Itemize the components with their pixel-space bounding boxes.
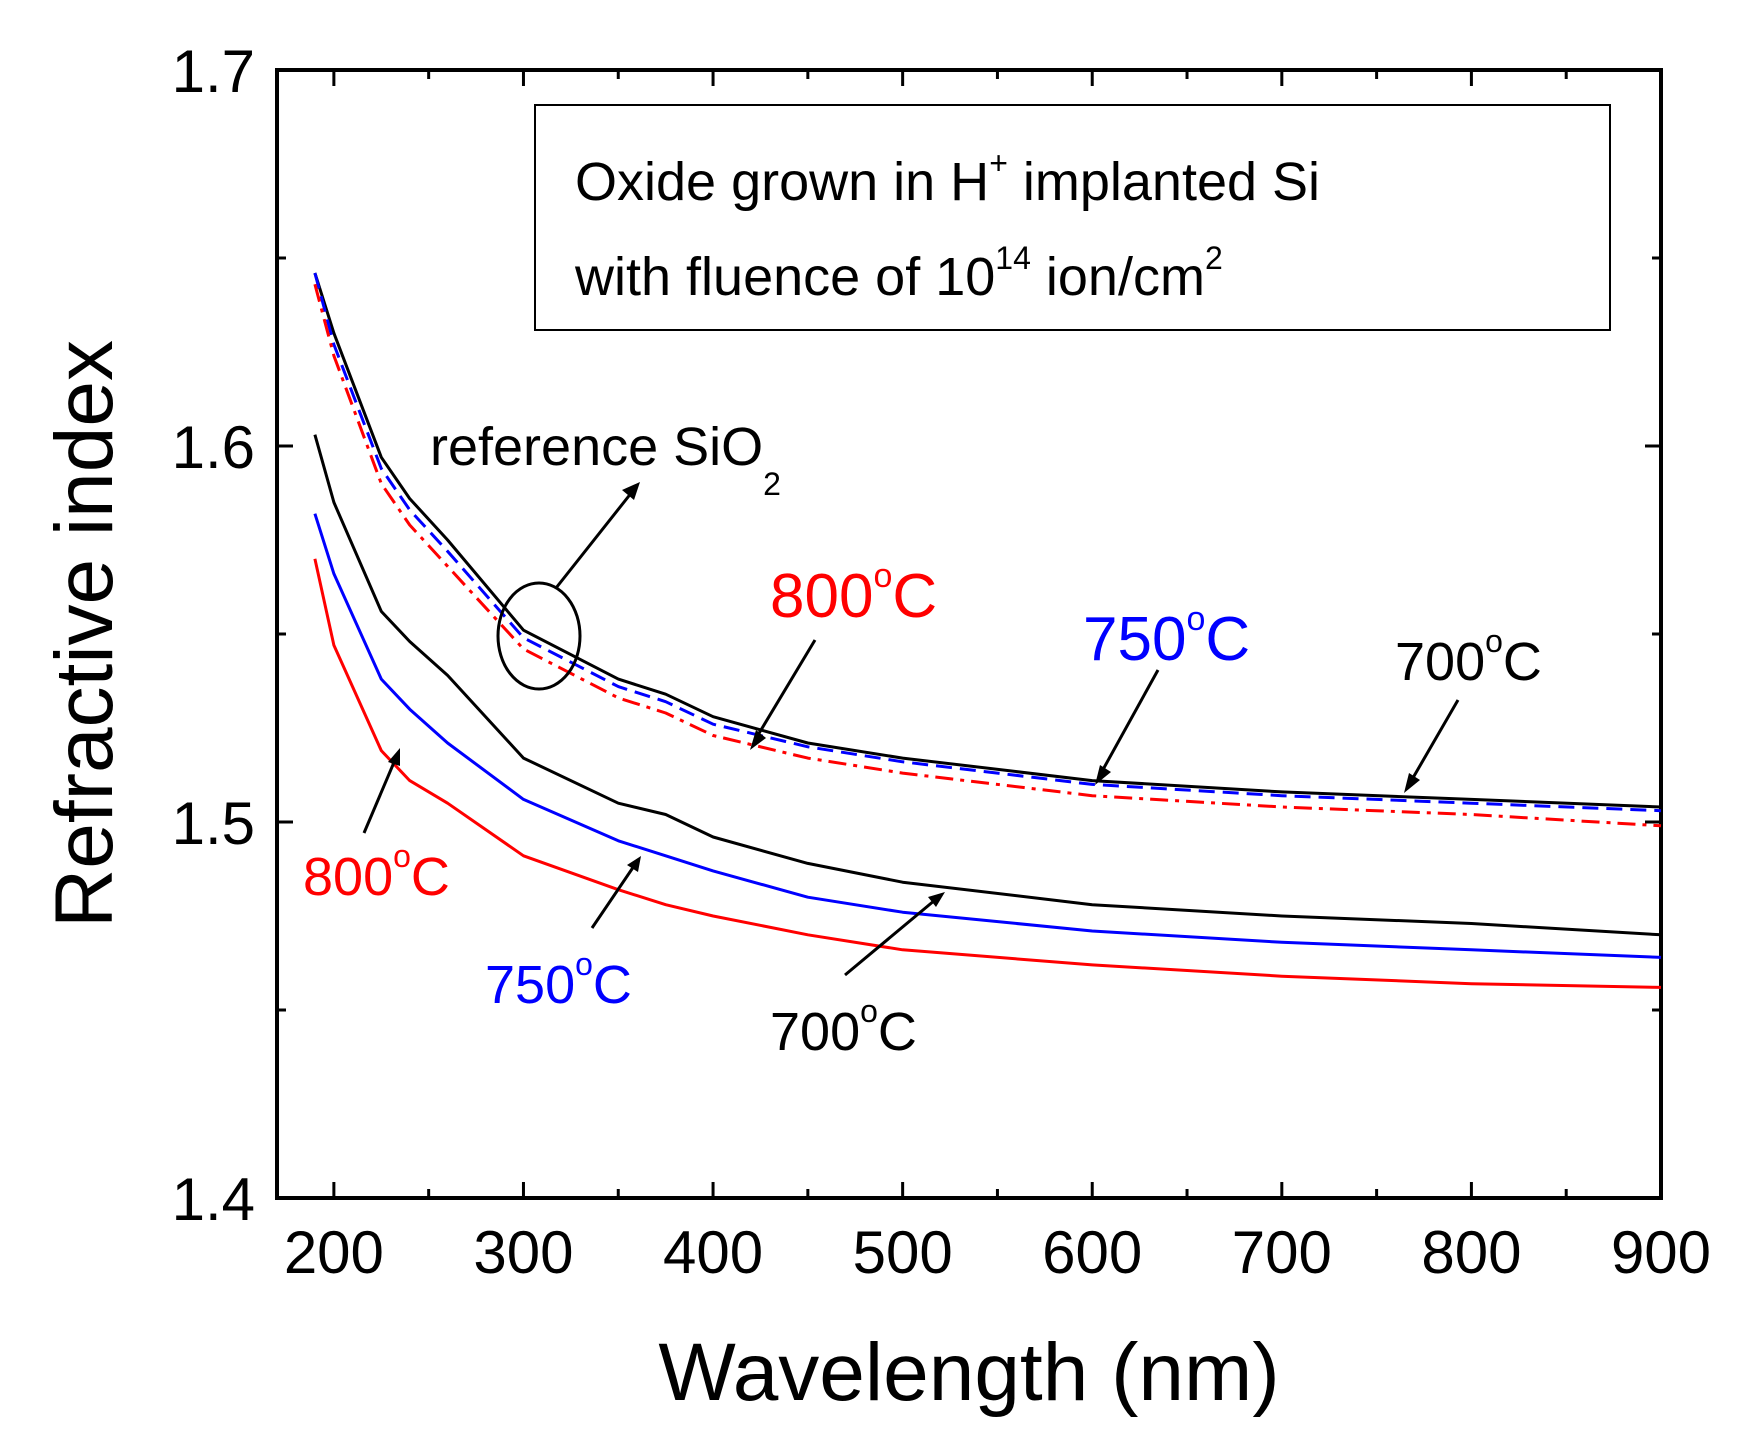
- label-lower-700-num: 700: [770, 1002, 860, 1062]
- arrow-lower-700-head: [928, 892, 945, 907]
- label-upper-800: 800oC: [770, 557, 937, 631]
- axis-ticks: [277, 68, 1663, 1200]
- x-tick-labels: 200 300 400 500 600 700 800 900: [284, 1219, 1711, 1286]
- annotation-arrows: [362, 639, 1460, 977]
- label-upper-800-unit: C: [892, 562, 937, 631]
- label-lower-700-unit: C: [878, 1002, 917, 1062]
- arrow-upper-800: [753, 639, 817, 741]
- x-tick-label: 600: [1042, 1219, 1142, 1286]
- y-tick-label: 1.4: [172, 1166, 255, 1233]
- y-tick-label: 1.6: [172, 414, 255, 481]
- x-tick-label: 400: [663, 1219, 763, 1286]
- label-upper-750-deg: o: [1186, 600, 1205, 638]
- series-lines: [313, 272, 1662, 989]
- label-lower-750: 750oC: [485, 946, 632, 1015]
- x-tick-label: 500: [853, 1219, 953, 1286]
- label-lower-800-num: 800: [303, 847, 393, 907]
- y-tick-labels: 1.4 1.5 1.6 1.7: [172, 38, 255, 1233]
- x-axis-title: Wavelength (nm): [658, 1327, 1279, 1418]
- series-line-750-c-reference: [313, 513, 1662, 959]
- label-lower-800-deg: o: [393, 838, 411, 874]
- label-upper-800-deg: o: [873, 557, 892, 595]
- label-lower-700-deg: o: [860, 993, 878, 1029]
- series-line-700-c-reference: [313, 434, 1662, 937]
- label-upper-700-num: 700: [1395, 632, 1485, 692]
- legend-line-2-sup2: 2: [1205, 240, 1223, 276]
- arrow-lower-800: [362, 759, 397, 834]
- reference-arrow-head: [622, 482, 640, 500]
- label-upper-700: 700oC: [1395, 623, 1542, 692]
- reference-label-sub: 2: [763, 466, 781, 502]
- label-lower-750-deg: o: [575, 946, 593, 982]
- legend-line-2-a: with fluence of 10: [574, 247, 995, 307]
- y-axis-title: Refractive index: [39, 340, 130, 928]
- label-upper-750-num: 750: [1083, 605, 1186, 674]
- label-lower-750-num: 750: [485, 955, 575, 1015]
- legend-box: Oxide grown in H+ implanted Si with flue…: [534, 104, 1611, 331]
- x-tick-label: 300: [473, 1219, 573, 1286]
- legend-line-2-b: ion/cm: [1031, 247, 1205, 307]
- legend-line-2-sup: 14: [995, 240, 1031, 276]
- label-lower-800: 800oC: [303, 838, 450, 907]
- reference-label-main: reference SiO: [430, 417, 763, 477]
- arrow-upper-700-head: [1404, 773, 1420, 793]
- y-tick-label: 1.5: [172, 790, 255, 857]
- arrow-upper-700: [1408, 699, 1460, 784]
- reference-ellipse: [496, 581, 582, 691]
- arrow-lower-750: [590, 865, 636, 929]
- label-upper-700-deg: o: [1485, 623, 1503, 659]
- arrow-upper-800-head: [750, 730, 766, 750]
- reference-annotation: reference SiO2: [430, 417, 781, 691]
- y-tick-label: 1.7: [172, 38, 255, 105]
- label-upper-800-num: 800: [770, 562, 873, 631]
- legend-line-1-b: implanted Si: [1008, 152, 1320, 212]
- legend-line-2: with fluence of 1014 ion/cm2: [574, 240, 1223, 307]
- arrow-lower-800-head: [388, 748, 400, 766]
- legend-frame: [534, 104, 1611, 331]
- label-upper-700-unit: C: [1503, 632, 1542, 692]
- arrow-lower-700: [844, 898, 936, 977]
- x-tick-label: 700: [1232, 1219, 1332, 1286]
- legend-line-1: Oxide grown in H+ implanted Si: [575, 145, 1320, 212]
- arrow-upper-750: [1098, 669, 1160, 776]
- x-tick-label: 900: [1611, 1219, 1711, 1286]
- reference-label: reference SiO2: [430, 417, 781, 502]
- label-upper-750-unit: C: [1205, 605, 1250, 674]
- legend-line-1-a: Oxide grown in H: [575, 152, 989, 212]
- label-lower-700: 700oC: [770, 993, 917, 1062]
- series-line-800-c-implanted: [313, 283, 1662, 828]
- label-upper-750: 750oC: [1083, 600, 1250, 674]
- x-tick-label: 200: [284, 1219, 384, 1286]
- series-line-750-c-implanted: [313, 272, 1662, 813]
- x-tick-label: 800: [1421, 1219, 1521, 1286]
- reference-arrow-line: [554, 491, 634, 589]
- arrow-lower-750-head: [627, 856, 641, 872]
- legend-line-1-sup: +: [989, 145, 1008, 181]
- label-lower-800-unit: C: [411, 847, 450, 907]
- series-line-700-c-implanted: [313, 272, 1662, 809]
- label-lower-750-unit: C: [593, 955, 632, 1015]
- arrow-upper-750-head: [1095, 765, 1111, 785]
